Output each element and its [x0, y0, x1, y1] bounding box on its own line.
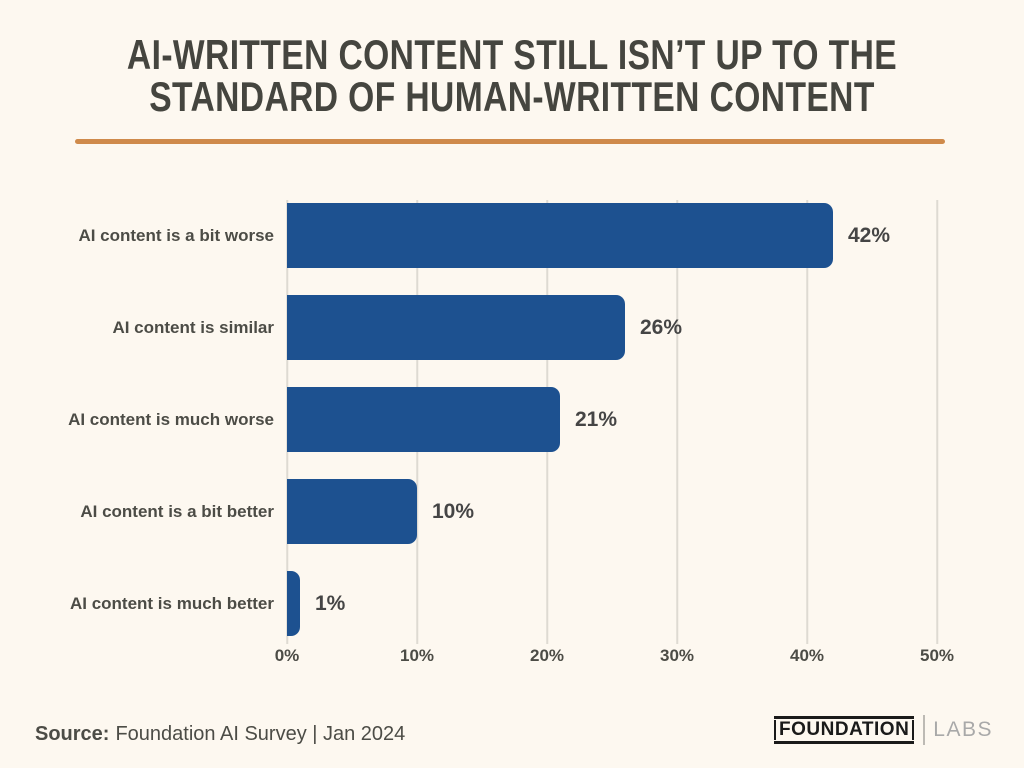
accent-divider: [75, 139, 945, 144]
bar: [287, 571, 300, 636]
chart-rows: AI content is a bit worse 42% AI content…: [0, 203, 1024, 663]
title-line-1: AI-WRITTEN CONTENT STILL ISN’T UP TO THE: [126, 31, 898, 78]
value-label: 10%: [432, 499, 475, 523]
bar: [287, 295, 625, 360]
bar-track: 26%: [287, 295, 937, 360]
source-note: Source: Foundation AI Survey | Jan 2024: [35, 723, 405, 746]
gridline: [676, 200, 678, 644]
bar-chart: AI content is a bit worse 42% AI content…: [0, 200, 1024, 680]
category-label: AI content is much worse: [68, 409, 274, 429]
value-label: 26%: [640, 315, 683, 339]
chart-row: AI content is a bit worse 42%: [0, 203, 1024, 268]
category-label: AI content is a bit better: [80, 501, 274, 521]
category-label: AI content is similar: [112, 317, 274, 337]
logo-foundation-text: FOUNDATION: [774, 719, 915, 741]
bar-track: 10%: [287, 479, 937, 544]
x-tick-label: 50%: [919, 646, 955, 665]
bar: [287, 387, 560, 452]
gridline: [936, 200, 938, 644]
bar-track: 21%: [287, 387, 937, 452]
x-tick-label: 30%: [659, 646, 695, 665]
chart-row: AI content is much worse 21%: [0, 387, 1024, 452]
foundation-labs-logo: FOUNDATION LABS: [774, 715, 993, 745]
bar: [287, 479, 417, 544]
bar-track: 1%: [287, 571, 937, 636]
x-tick-label: 0%: [274, 646, 300, 665]
source-text: Foundation AI Survey | Jan 2024: [115, 723, 406, 745]
category-label: AI content is much better: [69, 593, 274, 613]
bar-track: 42%: [287, 203, 937, 268]
chart-row: AI content is similar 26%: [0, 295, 1024, 360]
gridline: [806, 200, 808, 644]
page-title: AI-WRITTEN CONTENT STILL ISN’T UP TO THE…: [22, 34, 1001, 118]
chart-row: AI content is much better 1%: [0, 571, 1024, 636]
logo-foundation-wordmark: FOUNDATION: [774, 715, 915, 745]
bar: [287, 203, 833, 268]
source-label: Source:: [35, 723, 110, 745]
value-label: 21%: [575, 407, 618, 431]
x-tick-label: 10%: [399, 646, 435, 665]
value-label: 1%: [315, 591, 346, 615]
x-tick-label: 20%: [529, 646, 565, 665]
x-tick-label: 40%: [789, 646, 825, 665]
title-line-2: STANDARD OF HUMAN-WRITTEN CONTENT: [149, 73, 875, 120]
logo-divider: [923, 715, 926, 745]
chart-row: AI content is a bit better 10%: [0, 479, 1024, 544]
logo-labs-text: LABS: [933, 718, 993, 741]
category-label: AI content is a bit worse: [78, 225, 274, 245]
value-label: 42%: [848, 223, 891, 247]
x-axis: 0% 10% 20% 30% 40% 50%: [275, 646, 954, 670]
